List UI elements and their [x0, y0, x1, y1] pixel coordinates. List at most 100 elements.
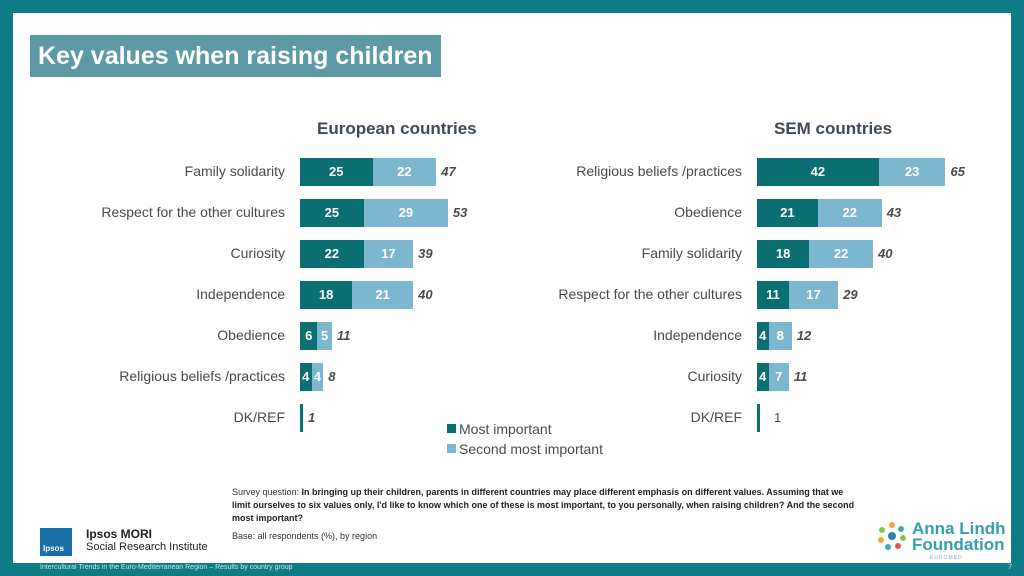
- bar-second-most-important: [768, 322, 792, 350]
- survey-question-text: In bringing up their children, parents i…: [232, 487, 855, 523]
- bar-value-label: 17: [381, 246, 396, 261]
- bar-second-most-important: [817, 199, 882, 227]
- bar-most-important: [757, 363, 769, 391]
- page-number: 7: [1008, 564, 1012, 571]
- bar-value-label: 7: [775, 369, 783, 384]
- bar-total-label: 11: [336, 328, 351, 343]
- bar-value-label: 25: [324, 205, 340, 220]
- survey-label: Survey question:: [232, 487, 302, 497]
- chart-title-european: European countries: [317, 119, 477, 138]
- ipsos-mori-name: Ipsos MORI: [86, 527, 153, 541]
- legend-swatch-most: [447, 424, 456, 433]
- ipsos-mori-subtitle: Social Research Institute: [86, 541, 208, 553]
- anna-lindh-logo-icon: [878, 522, 906, 550]
- slide: [13, 13, 1011, 563]
- bar-value-label: 22: [842, 205, 858, 220]
- category-label: Respect for the other cultures: [558, 286, 742, 302]
- bar-second-most-important: [363, 199, 448, 227]
- bar-most-important: [757, 281, 789, 309]
- bar-value-label: 23: [904, 164, 920, 179]
- bar-total-label: 11: [793, 369, 808, 384]
- bar-most-important: [300, 158, 373, 186]
- bar-value-label: 8: [776, 328, 784, 343]
- bar-value-label: 22: [324, 246, 340, 261]
- page-title: Key values when raising children: [30, 35, 441, 77]
- ipsos-logo: [40, 528, 72, 556]
- footer-text: Intercultural Trends in the Euro-Mediter…: [40, 564, 293, 571]
- category-label: Religious beliefs /practices: [119, 368, 285, 384]
- bar-value-label: 4: [313, 369, 321, 384]
- bar-second-most-important: [768, 363, 789, 391]
- bar-total-label: 1: [774, 410, 782, 425]
- bar-value-label: 11: [766, 287, 780, 302]
- bar-second-most-important: [352, 281, 414, 309]
- bar-value-label: 4: [759, 328, 767, 343]
- bar-total-label: 53: [452, 205, 468, 220]
- bar-second-most-important: [311, 363, 324, 391]
- bar-most-important: [300, 199, 364, 227]
- bar-most-important: [757, 240, 810, 268]
- anna-lindh-euromed: EUROMED: [930, 555, 963, 561]
- legend-swatch-second: [447, 444, 456, 453]
- bar-most-important: [757, 158, 879, 186]
- bar-total-label: 47: [441, 164, 456, 179]
- bar-most-important: [300, 322, 318, 350]
- bar-most-important: [300, 240, 364, 268]
- bar-value-label: 4: [302, 369, 310, 384]
- bar-most-important: [757, 322, 769, 350]
- bar-total-label: 40: [418, 287, 433, 302]
- legend-most-important: Most important: [459, 421, 552, 437]
- category-label: Curiosity: [687, 368, 742, 384]
- bar-second-most-important: [317, 322, 332, 350]
- bar-value-label: 17: [806, 287, 821, 302]
- category-label: Obedience: [217, 327, 285, 343]
- bar-most-important: [757, 404, 760, 432]
- bar-value-label: 22: [833, 246, 849, 261]
- category-label: Obedience: [674, 204, 742, 220]
- anna-lindh-foundation: Foundation: [912, 535, 1005, 554]
- bar-value-label: 25: [329, 164, 344, 179]
- bar-most-important: [757, 199, 818, 227]
- bar-value-label: 4: [759, 369, 767, 384]
- bar-value-label: 21: [780, 205, 795, 220]
- bar-total-label: 65: [950, 164, 965, 179]
- bar-value-label: 21: [375, 287, 390, 302]
- bar-value-label: 6: [305, 328, 313, 343]
- bar-total-label: 8: [328, 369, 336, 384]
- category-label: DK/REF: [690, 409, 742, 425]
- bar-value-label: 18: [318, 287, 334, 302]
- bar-total-label: 1: [308, 410, 316, 425]
- bar-total-label: 43: [886, 205, 902, 220]
- bar-value-label: 29: [398, 205, 414, 220]
- bar-value-label: 42: [810, 164, 826, 179]
- bar-most-important: [300, 404, 303, 432]
- anna-lindh-name: Anna Lindh: [912, 519, 1006, 538]
- bar-second-most-important: [788, 281, 839, 309]
- category-label: Independence: [196, 286, 285, 302]
- bar-total-label: 12: [796, 328, 812, 343]
- bar-value-label: 5: [321, 328, 329, 343]
- category-label: DK/REF: [233, 409, 285, 425]
- bar-value-label: 18: [775, 246, 791, 261]
- category-label: Family solidarity: [641, 245, 742, 261]
- category-label: Curiosity: [230, 245, 285, 261]
- category-label: Religious beliefs /practices: [576, 163, 742, 179]
- bar-total-label: 40: [878, 246, 893, 261]
- bar-value-label: 22: [397, 164, 412, 179]
- bar-total-label: 29: [843, 287, 858, 302]
- category-label: Respect for the other cultures: [101, 204, 285, 220]
- bar-second-most-important: [363, 240, 414, 268]
- bar-second-most-important: [878, 158, 946, 186]
- bar-second-most-important: [809, 240, 873, 268]
- ipsos-logo-text: Ipsos: [43, 544, 64, 553]
- category-label: Independence: [653, 327, 742, 343]
- bar-total-label: 39: [418, 246, 433, 261]
- category-label: Family solidarity: [184, 163, 285, 179]
- bar-second-most-important: [372, 158, 437, 186]
- survey-question: Survey question: In bringing up their ch…: [232, 486, 857, 525]
- survey-base: Base: all respondents (%), by region: [232, 531, 378, 541]
- bar-most-important: [300, 281, 353, 309]
- chart-title-sem: SEM countries: [774, 119, 893, 138]
- bar-most-important: [300, 363, 312, 391]
- legend-second-most-important: Second most important: [459, 441, 603, 457]
